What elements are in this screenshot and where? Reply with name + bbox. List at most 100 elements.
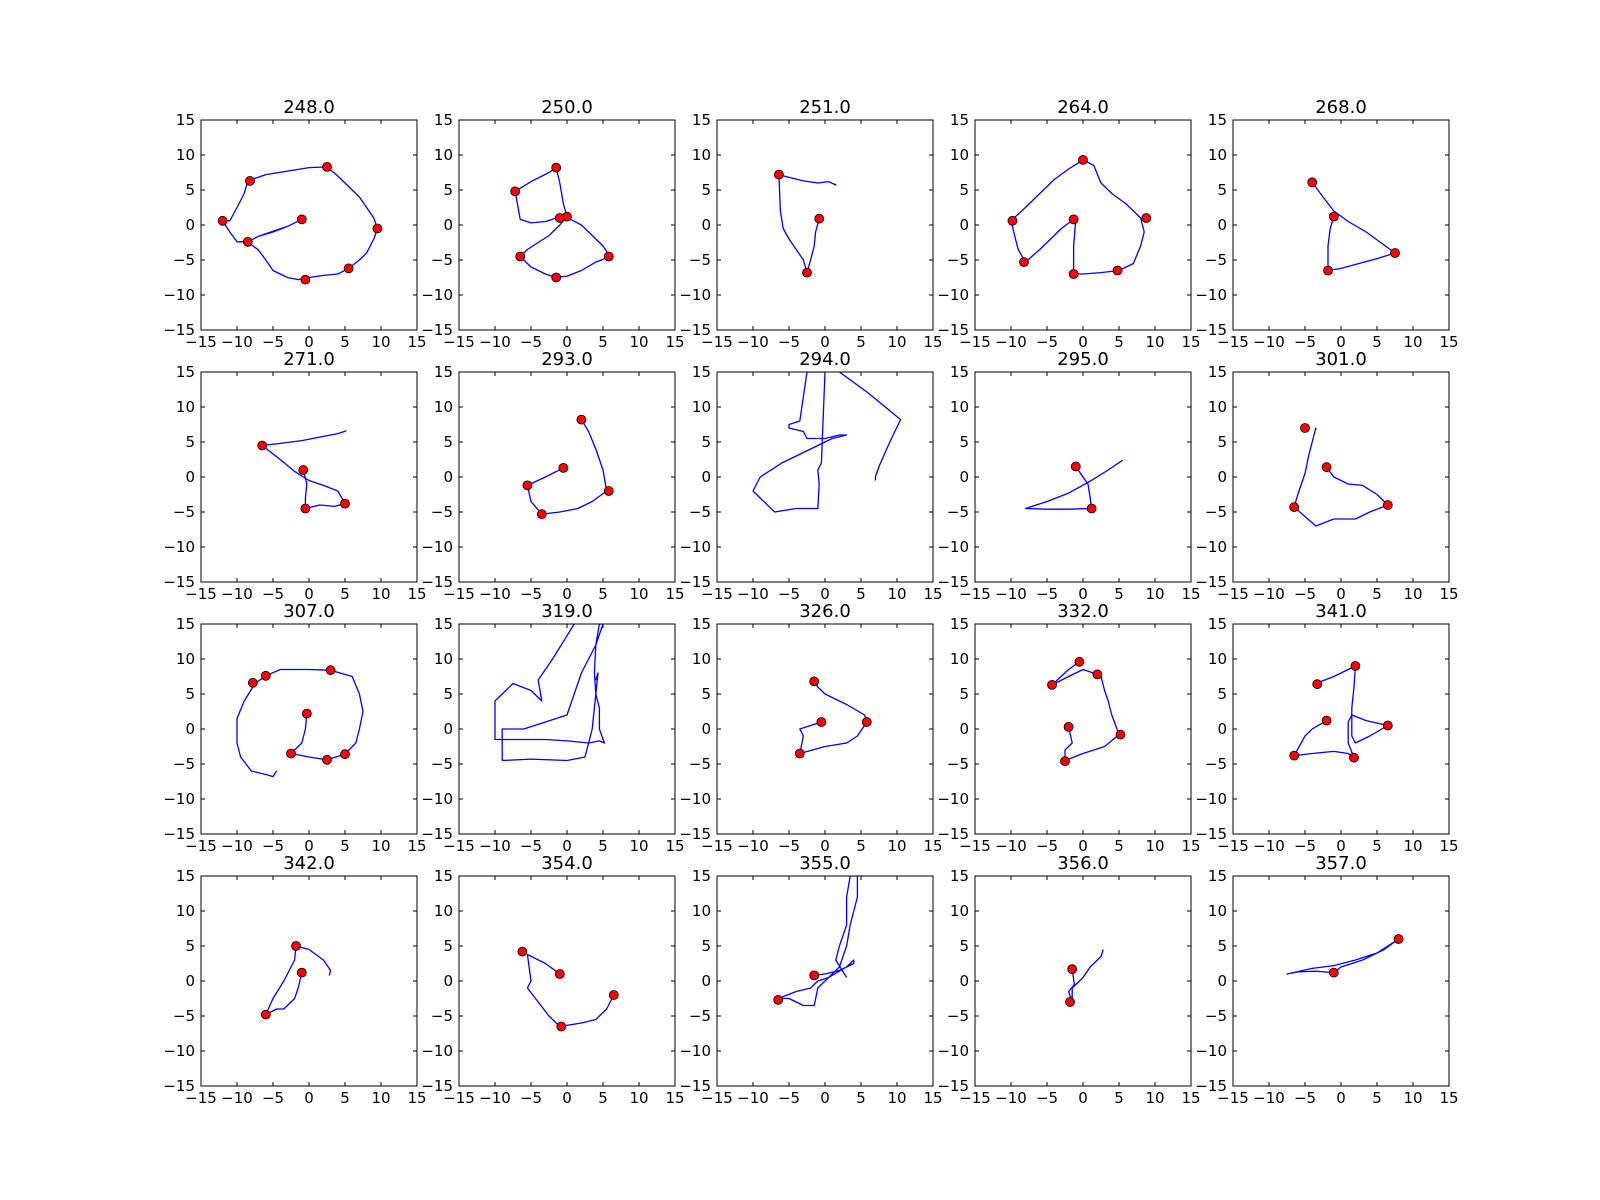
x-tick-label: −5	[1036, 837, 1058, 855]
waypoint-marker	[554, 969, 565, 979]
trajectory-line	[1067, 949, 1104, 1003]
x-tick-label: −15	[185, 333, 217, 351]
y-tick-label: −10	[421, 1042, 453, 1060]
x-tick-label: −15	[959, 1089, 991, 1107]
waypoint-marker	[558, 462, 569, 473]
y-tick-label: 0	[959, 972, 969, 990]
trajectory-line	[777, 876, 859, 1007]
x-tick-label: 5	[340, 837, 350, 855]
y-tick-label: 0	[185, 468, 195, 486]
y-tick-label: 15	[950, 867, 969, 885]
waypoint-marker	[608, 990, 619, 1000]
y-tick-label: 10	[692, 902, 711, 920]
y-tick-label: 5	[443, 685, 453, 703]
x-tick-label: 15	[923, 1089, 942, 1107]
x-tick-label: 10	[371, 1089, 390, 1107]
trajectory-line	[526, 953, 615, 1028]
waypoint-marker	[774, 169, 784, 180]
trajectory-line	[514, 166, 611, 279]
x-tick-label: 10	[887, 333, 906, 351]
y-tick-label: −15	[937, 1077, 969, 1095]
waypoint-marker	[1112, 265, 1123, 276]
y-tick-label: 5	[1217, 937, 1227, 955]
x-tick-label: 5	[856, 837, 866, 855]
axes-frame	[200, 875, 418, 1087]
x-tick-label: 10	[887, 837, 906, 855]
y-tick-label: 10	[176, 650, 195, 668]
x-tick-label: 0	[1336, 1089, 1346, 1107]
y-tick-label: 10	[950, 398, 969, 416]
y-tick-label: −5	[947, 1007, 969, 1025]
x-tick-label: −10	[479, 585, 511, 603]
plot-area	[774, 169, 837, 278]
y-tick-label: −5	[1205, 503, 1227, 521]
x-tick-label: −10	[221, 333, 253, 351]
subplot-title: 268.0	[1315, 97, 1367, 118]
subplot-title: 248.0	[283, 97, 335, 118]
trajectory-line	[799, 681, 868, 755]
y-tick-label: −10	[163, 538, 195, 556]
x-tick-label: 10	[371, 837, 390, 855]
subplot-title: 332.0	[1057, 601, 1109, 622]
plot-area	[1289, 661, 1393, 763]
waypoint-marker	[1323, 265, 1333, 276]
waypoint-marker	[773, 995, 784, 1005]
y-tick-label: 5	[1217, 181, 1227, 199]
x-tick-label: −5	[262, 333, 284, 351]
waypoint-marker	[1382, 720, 1393, 731]
y-tick-label: −15	[679, 321, 711, 339]
subplot-title: 355.0	[799, 853, 851, 874]
waypoint-marker	[603, 486, 614, 496]
y-tick-label: 15	[692, 363, 711, 381]
waypoint-marker	[1063, 722, 1074, 732]
y-tick-label: 5	[959, 937, 969, 955]
y-tick-label: −15	[163, 825, 195, 843]
y-tick-label: 15	[950, 363, 969, 381]
waypoint-marker	[286, 748, 296, 759]
x-tick-label: −10	[737, 333, 769, 351]
x-tick-label: −15	[959, 837, 991, 855]
y-tick-label: 5	[185, 433, 195, 451]
y-tick-label: −5	[1205, 755, 1227, 773]
x-tick-label: −15	[701, 1089, 733, 1107]
x-tick-label: 15	[407, 585, 426, 603]
x-tick-label: 5	[856, 585, 866, 603]
x-tick-label: −10	[995, 1089, 1027, 1107]
x-tick-label: 0	[304, 1089, 314, 1107]
x-tick-label: 15	[923, 585, 942, 603]
waypoint-marker	[296, 214, 307, 225]
waypoint-marker	[536, 509, 547, 519]
x-tick-label: 0	[304, 333, 314, 351]
x-tick-label: 15	[1439, 333, 1458, 351]
x-tick-label: −15	[185, 837, 217, 855]
x-tick-label: 15	[407, 837, 426, 855]
waypoint-marker	[322, 754, 332, 765]
y-tick-label: −5	[1205, 1007, 1227, 1025]
axes-frame	[716, 371, 934, 583]
y-tick-label: −10	[163, 1042, 195, 1060]
y-tick-label: −5	[431, 251, 453, 269]
y-tick-label: −5	[173, 755, 195, 773]
y-tick-label: 15	[434, 615, 453, 633]
axes-frame	[458, 119, 676, 331]
x-tick-label: 5	[598, 837, 608, 855]
waypoint-marker	[802, 267, 812, 278]
x-tick-label: 0	[1078, 837, 1088, 855]
x-tick-label: 15	[1181, 1089, 1200, 1107]
subplot-title: 319.0	[541, 601, 593, 622]
x-tick-label: 0	[1336, 333, 1346, 351]
axes-frame	[974, 623, 1192, 835]
axes-frame	[458, 371, 676, 583]
waypoint-marker	[340, 498, 350, 509]
x-tick-label: −15	[959, 585, 991, 603]
waypoint-marker	[242, 236, 253, 247]
axes-frame	[200, 623, 418, 835]
y-tick-label: 0	[443, 468, 453, 486]
x-tick-label: −5	[520, 837, 542, 855]
waypoint-marker	[300, 274, 311, 285]
x-tick-label: −5	[262, 837, 284, 855]
x-tick-label: 0	[562, 585, 572, 603]
y-tick-label: 0	[959, 216, 969, 234]
